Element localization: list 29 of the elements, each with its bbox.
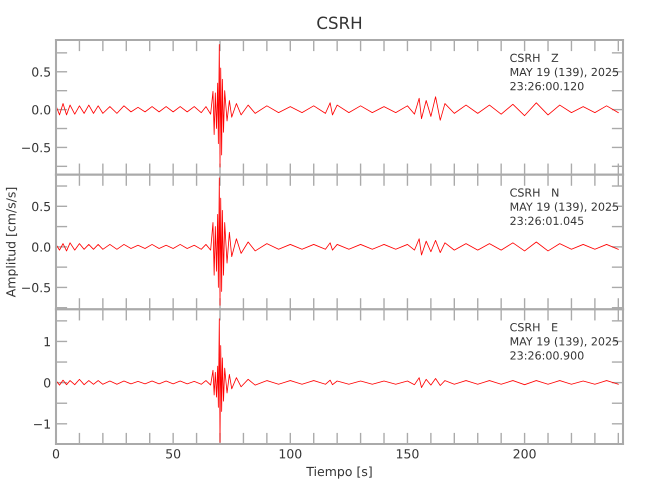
line-series bbox=[56, 44, 619, 168]
line-series bbox=[56, 318, 619, 443]
y-tick-label: −0.5 bbox=[22, 282, 50, 292]
chart-title: CSRH bbox=[317, 16, 362, 30]
x-tick-label: 200 bbox=[514, 449, 536, 459]
annotation: MAY 19 (139), 2025 bbox=[510, 336, 618, 347]
y-tick-label: 1 bbox=[44, 337, 50, 346]
line-series bbox=[56, 177, 619, 306]
x-axis-title: Tiempo [s] bbox=[306, 466, 372, 479]
annotation: MAY 19 (139), 2025 bbox=[510, 202, 618, 212]
y-tick-label: 0.5 bbox=[32, 202, 50, 212]
x-tick-label: 150 bbox=[396, 449, 419, 459]
annotation: 23:26:00.120 bbox=[510, 82, 584, 90]
y-tick-label: 0 bbox=[44, 378, 50, 388]
x-tick-label: 100 bbox=[280, 449, 302, 459]
y-tick-label: 0.0 bbox=[32, 105, 50, 115]
y-tick-label: 0.0 bbox=[32, 242, 50, 252]
annotation: 23:26:01.045 bbox=[510, 216, 584, 226]
x-tick-label: 50 bbox=[166, 449, 180, 459]
annotation: MAY 19 (139), 2025 bbox=[510, 68, 618, 78]
x-tick-label: 0 bbox=[52, 449, 60, 459]
annotation: CSRH Z bbox=[510, 54, 558, 62]
annotation: CSRH N bbox=[510, 188, 558, 197]
annotation: 23:26:00.900 bbox=[510, 351, 584, 360]
y-tick-label: −0.5 bbox=[22, 142, 50, 152]
annotation: CSRH E bbox=[510, 322, 558, 332]
y-axis-title: Amplitud [cm/s/s] bbox=[6, 188, 18, 298]
y-tick-label: 0.5 bbox=[32, 67, 50, 77]
y-tick-label: −1 bbox=[34, 419, 50, 429]
